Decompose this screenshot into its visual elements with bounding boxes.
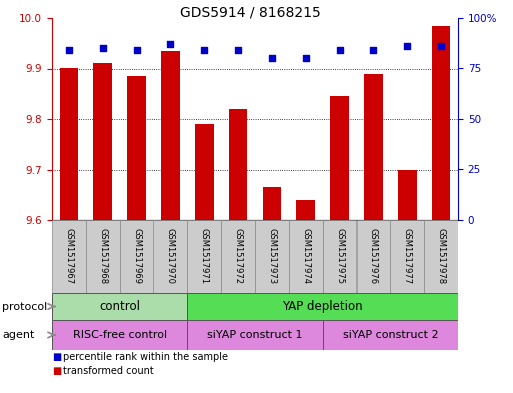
Text: ■: ■ [52,366,61,376]
Point [336,47,344,53]
Point [268,55,276,62]
Point [132,47,141,53]
Text: control: control [99,300,140,313]
Bar [364,73,383,220]
Bar [323,220,357,293]
Text: YAP depletion: YAP depletion [282,300,363,313]
Point [98,45,107,51]
Bar [52,293,187,320]
Bar [187,220,221,293]
Bar [398,169,417,220]
Bar [289,220,323,293]
Bar [93,63,112,220]
Bar [86,220,120,293]
Text: GDS5914 / 8168215: GDS5914 / 8168215 [180,5,321,19]
Bar [390,220,424,293]
Bar [221,220,255,293]
Bar [60,68,78,220]
Text: percentile rank within the sample: percentile rank within the sample [63,352,228,362]
Bar [424,220,458,293]
Text: GSM1517978: GSM1517978 [437,228,446,285]
Bar [187,293,458,320]
Bar [161,51,180,220]
Point [234,47,242,53]
Point [166,41,174,48]
Point [200,47,208,53]
Text: GSM1517967: GSM1517967 [65,228,73,285]
Text: siYAP construct 1: siYAP construct 1 [207,330,303,340]
Bar [297,200,315,220]
Text: GSM1517975: GSM1517975 [335,228,344,285]
Bar [52,320,187,350]
Bar [432,26,450,220]
Bar [187,320,323,350]
Text: GSM1517971: GSM1517971 [200,228,209,285]
Text: agent: agent [2,330,34,340]
Bar [153,220,187,293]
Bar [357,220,390,293]
Point [437,43,445,50]
Point [369,47,378,53]
Bar [323,320,458,350]
Text: RISC-free control: RISC-free control [73,330,167,340]
Point [403,43,411,50]
Text: GSM1517968: GSM1517968 [98,228,107,285]
Text: GSM1517972: GSM1517972 [233,228,243,285]
Bar [330,96,349,220]
Text: GSM1517974: GSM1517974 [301,228,310,285]
Bar [255,220,289,293]
Bar [229,109,247,220]
Text: GSM1517969: GSM1517969 [132,228,141,285]
Text: GSM1517970: GSM1517970 [166,228,175,285]
Text: ■: ■ [52,352,61,362]
Point [65,47,73,53]
Bar [195,124,213,220]
Bar [263,187,281,220]
Text: GSM1517973: GSM1517973 [267,228,277,285]
Bar [120,220,153,293]
Text: siYAP construct 2: siYAP construct 2 [343,330,438,340]
Text: GSM1517976: GSM1517976 [369,228,378,285]
Bar [52,220,86,293]
Text: GSM1517977: GSM1517977 [403,228,412,285]
Point [302,55,310,62]
Text: transformed count: transformed count [63,366,154,376]
Text: protocol: protocol [2,301,47,312]
Bar [127,76,146,220]
